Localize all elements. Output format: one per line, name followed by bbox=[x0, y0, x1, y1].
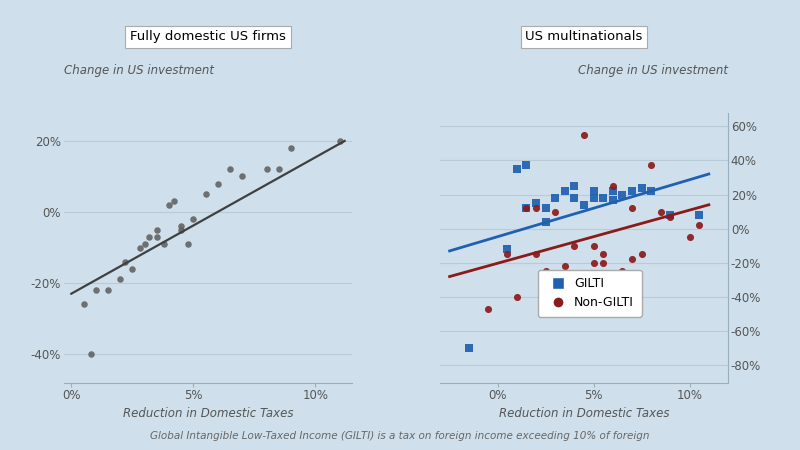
Point bbox=[162, 201, 175, 208]
Point bbox=[118, 258, 131, 265]
Point bbox=[182, 240, 195, 248]
Point bbox=[616, 268, 629, 275]
Point bbox=[683, 234, 696, 241]
Point bbox=[174, 223, 187, 230]
Point bbox=[539, 276, 552, 284]
Point bbox=[510, 293, 523, 301]
Point bbox=[510, 165, 523, 172]
Point bbox=[606, 196, 619, 203]
Point bbox=[568, 242, 581, 249]
Point bbox=[138, 240, 151, 248]
Point bbox=[664, 212, 677, 219]
X-axis label: Reduction in Domestic Taxes: Reduction in Domestic Taxes bbox=[498, 407, 670, 419]
Point bbox=[635, 251, 648, 258]
Point bbox=[654, 208, 667, 215]
Text: Fully domestic US firms: Fully domestic US firms bbox=[130, 31, 286, 43]
Point bbox=[587, 259, 600, 266]
Point bbox=[223, 166, 236, 173]
Point bbox=[578, 131, 590, 138]
Point bbox=[520, 205, 533, 212]
Point bbox=[558, 263, 571, 270]
Point bbox=[530, 199, 542, 207]
Point bbox=[626, 188, 638, 195]
Point bbox=[664, 213, 677, 220]
Text: US multinationals: US multinationals bbox=[526, 31, 642, 43]
Point bbox=[462, 345, 475, 352]
Point bbox=[260, 166, 273, 173]
Point bbox=[626, 205, 638, 212]
Point bbox=[558, 188, 571, 195]
Point bbox=[150, 233, 163, 240]
Point bbox=[645, 162, 658, 169]
Point bbox=[693, 222, 706, 229]
Point bbox=[520, 205, 533, 212]
Point bbox=[616, 191, 629, 198]
Point bbox=[236, 173, 249, 180]
Point bbox=[539, 268, 552, 275]
Point bbox=[693, 212, 706, 219]
Point bbox=[158, 240, 170, 248]
Point bbox=[530, 205, 542, 212]
Point bbox=[549, 194, 562, 202]
Point bbox=[501, 251, 514, 258]
Point bbox=[645, 188, 658, 195]
Point bbox=[150, 226, 163, 234]
Point bbox=[272, 166, 285, 173]
Point bbox=[114, 276, 126, 283]
Point bbox=[482, 306, 494, 313]
Text: Change in US investment: Change in US investment bbox=[578, 64, 728, 77]
Text: Change in US investment: Change in US investment bbox=[64, 64, 214, 77]
Point bbox=[143, 233, 156, 240]
Text: Global Intangible Low-Taxed Income (GILTI) is a tax on foreign income exceeding : Global Intangible Low-Taxed Income (GILT… bbox=[150, 431, 650, 441]
X-axis label: Reduction in Domestic Taxes: Reduction in Domestic Taxes bbox=[122, 407, 294, 419]
Point bbox=[549, 276, 562, 284]
Point bbox=[126, 265, 138, 272]
Point bbox=[134, 244, 146, 251]
Point bbox=[587, 188, 600, 195]
Point bbox=[539, 205, 552, 212]
Point bbox=[597, 259, 610, 266]
Legend: GILTI, Non-GILTI: GILTI, Non-GILTI bbox=[538, 270, 642, 317]
Point bbox=[102, 287, 114, 294]
Point bbox=[530, 251, 542, 258]
Point bbox=[501, 246, 514, 253]
Point bbox=[635, 184, 648, 191]
Point bbox=[587, 194, 600, 202]
Point bbox=[520, 162, 533, 169]
Point bbox=[285, 144, 298, 152]
Point bbox=[90, 287, 102, 294]
Point bbox=[187, 216, 200, 223]
Point bbox=[549, 208, 562, 215]
Point bbox=[568, 194, 581, 202]
Point bbox=[211, 180, 224, 187]
Point bbox=[334, 137, 346, 144]
Point bbox=[606, 182, 619, 189]
Point bbox=[568, 182, 581, 189]
Point bbox=[626, 256, 638, 263]
Point bbox=[587, 242, 600, 249]
Point bbox=[199, 191, 212, 198]
Point bbox=[167, 198, 180, 205]
Point bbox=[558, 285, 571, 292]
Point bbox=[85, 351, 98, 358]
Point bbox=[597, 251, 610, 258]
Point bbox=[606, 188, 619, 195]
Point bbox=[597, 194, 610, 202]
Point bbox=[539, 218, 552, 225]
Point bbox=[77, 301, 90, 308]
Point bbox=[578, 201, 590, 208]
Point bbox=[174, 226, 187, 234]
